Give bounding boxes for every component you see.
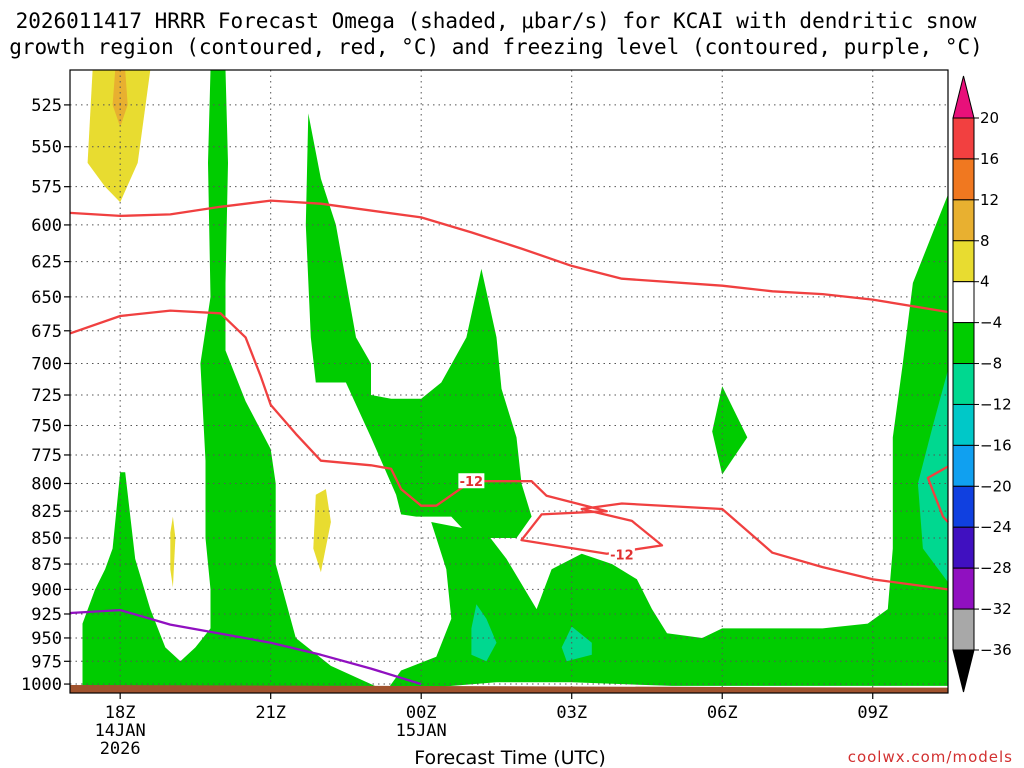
omega-region-strong-ascent [471,604,497,662]
colorbar-segment [952,485,975,528]
colorbar-label: −20 [980,477,1012,495]
credit-text: coolwx.com/models [848,748,1013,766]
y-tick-label: 975 [31,652,62,672]
y-tick-label: 600 [31,216,62,236]
y-tick-label: 900 [31,580,62,600]
colorbar-segment [952,117,975,160]
colorbar-label: −32 [980,600,1012,618]
isotherm-line [69,199,949,314]
y-tick-label: 925 [31,605,62,625]
omega-region-ascent [386,194,949,692]
colorbar-label: −4 [980,314,1002,332]
contour-label-bg [458,473,485,489]
x-tick-year: 2026 [100,739,141,759]
y-tick-label: 825 [31,502,62,522]
y-tick-label: 750 [31,416,62,436]
colorbar-label: −24 [980,518,1012,536]
y-axis: 525 550 575 600 625 650 675 700 725 750 775 800 825 8… [21,96,70,695]
colorbar-segment [952,363,975,405]
y-tick-label: 950 [31,629,62,649]
isotherm-line [69,309,949,591]
colorbar-label: −16 [980,436,1012,454]
colorbar-bottom-arrow [952,649,975,693]
x-axis-title: Forecast Time (UTC) [414,747,605,768]
y-tick-label: 650 [31,288,62,308]
grid [70,70,948,693]
colorbar-segment [952,526,975,569]
x-tick-date: 15JAN [396,721,447,741]
y-tick-label: 525 [31,96,62,116]
x-tick-label: 21Z [255,703,286,723]
contours [69,199,949,686]
colorbar-label: 8 [980,232,990,250]
omega-region-ascent [712,386,748,475]
plot-frame [69,69,949,694]
x-tick-label: 06Z [707,703,738,723]
colorbar-label: 16 [980,150,999,168]
y-tick-label: 775 [31,446,62,466]
colorbar-label: −8 [980,355,1002,373]
colorbar-label: 4 [980,273,990,291]
colorbar-label: −28 [980,559,1012,577]
chart-title-line2: growth region (contoured, red, °C) and f… [9,35,983,59]
ground [70,684,948,693]
contour-label: -12 [460,475,484,490]
colorbar-segment [952,240,975,283]
contour-labels: -12 -12 [458,473,635,564]
colorbar-segment [952,608,975,651]
colorbar-segment [952,322,975,365]
colorbar-segment [952,281,975,324]
contour-label-bg [608,546,635,562]
colorbar-segment [952,567,975,610]
omega-region-strong-ascent [561,626,592,662]
colorbar: 20 16 12 8 4 −4 −8 −12 −16 −20 −24 −28 −32 −36 [952,75,1012,693]
colorbar-segment [952,158,975,201]
colorbar-label: 20 [980,109,999,127]
y-tick-label: 1000 [21,675,62,695]
colorbar-top-arrow [952,75,975,119]
chart-title-line1: 2026011417 HRRR Forecast Omega (shaded, … [16,9,977,33]
y-tick-label: 725 [31,386,62,406]
isotherm-line [926,465,949,523]
omega-region-descent [87,70,151,203]
colorbar-label: −12 [980,395,1012,413]
x-tick-label: 18Z [105,703,136,723]
y-tick-label: 800 [31,474,62,494]
colorbar-label: −36 [980,641,1012,659]
omega-region-descent [313,489,331,573]
freezing-level-line [69,608,422,686]
y-tick-label: 625 [31,253,62,273]
colorbar-segment [952,199,975,242]
y-tick-label: 875 [31,555,62,575]
omega-region-ascent [305,113,532,539]
x-tick-label: 03Z [556,703,587,723]
terrain-strip [70,684,948,693]
x-tick-date: 14JAN [95,721,146,741]
y-tick-label: 575 [31,178,62,198]
omega-region-descent [170,516,176,588]
colorbar-segment [952,403,975,446]
contour-label: -12 [610,549,634,564]
y-tick-label: 550 [31,138,62,158]
colorbar-segment [952,444,975,487]
x-tick-label: 09Z [857,703,888,723]
omega-region-ascent [82,70,387,692]
y-tick-label: 675 [31,322,62,342]
colorbar-label: 12 [980,191,999,209]
y-tick-label: 850 [31,529,62,549]
x-tick-label: 00Z [406,703,437,723]
y-tick-label: 700 [31,354,62,374]
